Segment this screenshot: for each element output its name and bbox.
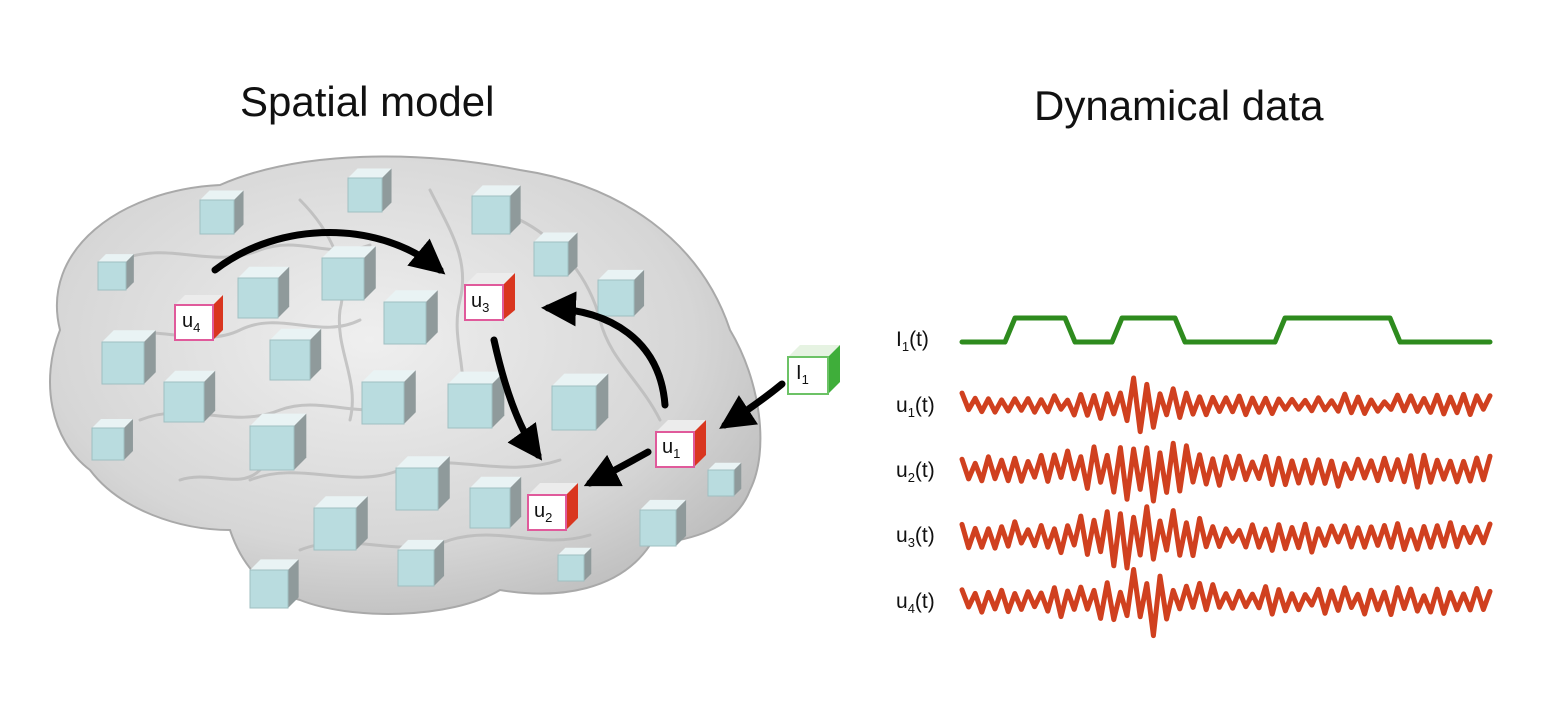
- region-cube: [397, 539, 445, 587]
- region-cube: [249, 413, 307, 471]
- arrow-I1-to-u1: [719, 380, 786, 429]
- node-u2-cube: [527, 483, 578, 531]
- region-cube: [101, 330, 156, 385]
- trace-u2: [959, 440, 1493, 504]
- region-cube: [447, 371, 505, 429]
- region-cube: [639, 499, 687, 547]
- region-cubes: [91, 168, 742, 609]
- region-cube: [597, 269, 645, 317]
- node-label-u2: u2: [534, 500, 553, 525]
- region-cube: [91, 419, 133, 461]
- trace-label-u4: u4(t): [896, 590, 935, 617]
- node-u1-cube: [655, 420, 706, 468]
- region-cube: [313, 496, 368, 551]
- region-cube: [97, 254, 134, 291]
- node-label-I1: I1: [796, 362, 809, 387]
- dynamical-data-title: Dynamical data: [1034, 82, 1324, 129]
- trace-I1: [959, 315, 1493, 345]
- trace-u3: [959, 504, 1493, 571]
- trace-label-u1: u1(t): [896, 394, 935, 421]
- arrow-u1-to-u2: [583, 448, 652, 487]
- node-label-u3: u3: [471, 290, 490, 315]
- trace-label-I1: I1(t): [896, 328, 929, 355]
- region-cube: [347, 168, 392, 213]
- trace-label-u2: u2(t): [896, 459, 935, 486]
- region-cube: [269, 328, 322, 381]
- node-u4-cube: [174, 295, 223, 341]
- spatial-model-title: Spatial model: [240, 78, 495, 125]
- trace-label-u3: u3(t): [896, 524, 935, 551]
- region-cube: [249, 559, 299, 609]
- region-cube: [471, 185, 521, 235]
- connection-arrows: [211, 229, 786, 487]
- region-cube: [551, 373, 609, 431]
- region-cube: [163, 370, 216, 423]
- region-cube: [361, 370, 416, 425]
- region-cube: [707, 462, 742, 497]
- trace-u4: [959, 567, 1493, 639]
- node-label-u1: u1: [662, 436, 681, 461]
- region-cube: [237, 266, 290, 319]
- region-cube: [383, 290, 438, 345]
- region-cube: [395, 456, 450, 511]
- region-cube: [199, 190, 244, 235]
- trace-plots: [959, 315, 1493, 639]
- arrow-u4-to-u3: [211, 229, 446, 275]
- region-cube: [557, 547, 592, 582]
- trace-u1: [959, 375, 1493, 435]
- arrow-u1-to-u3: [541, 291, 669, 409]
- region-cube: [469, 476, 522, 529]
- region-cube: [533, 232, 578, 277]
- node-I1-cube: [787, 345, 840, 395]
- arrow-u3-to-u2: [490, 336, 543, 461]
- active-node-cubes: [174, 273, 840, 531]
- region-cube: [321, 246, 376, 301]
- node-u3-cube: [464, 273, 515, 321]
- node-label-u4: u4: [182, 310, 201, 335]
